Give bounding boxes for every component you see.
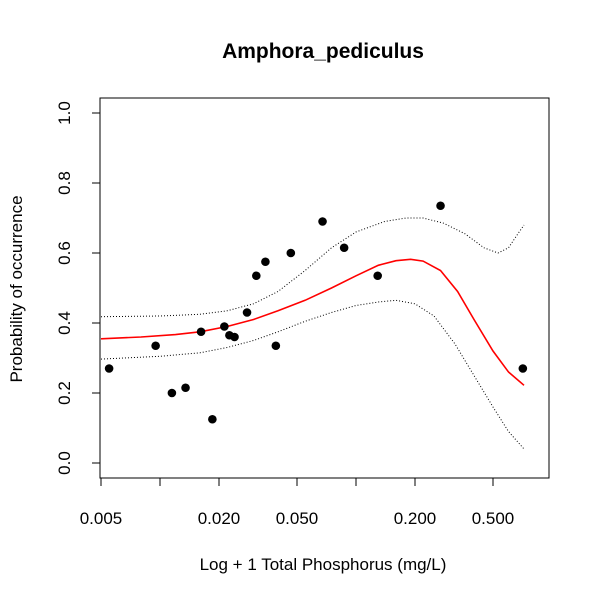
y-axis: 0.0 0.2 0.4 0.6 0.8 1.0: [55, 101, 101, 475]
data-point: [373, 271, 382, 281]
ci-upper-line: [100, 217, 525, 318]
x-tick-label: 0.500: [472, 509, 515, 528]
ci-lower-line: [100, 299, 525, 450]
data-point: [518, 364, 528, 373]
y-tick-label: 1.0: [55, 101, 74, 125]
data-point: [252, 271, 261, 281]
chart-title: Amphora_pediculus: [222, 40, 424, 63]
data-point: [151, 341, 160, 351]
data-point: [220, 322, 229, 331]
y-tick-label: 0.2: [55, 381, 74, 405]
x-tick-label: 0.020: [198, 509, 241, 528]
data-point: [167, 388, 177, 398]
data-point: [208, 414, 217, 424]
y-tick-label: 0.8: [55, 171, 74, 195]
data-point: [104, 364, 114, 373]
series-layer: [100, 217, 525, 450]
fit-line: [100, 258, 525, 386]
plot-frame: [99, 97, 550, 479]
x-tick-label: 0.200: [394, 509, 437, 528]
points-layer: [104, 201, 528, 424]
x-axis: 0.005 0.020 0.050 0.200 0.500: [80, 477, 515, 528]
x-tick-label: 0.050: [276, 509, 319, 528]
data-point: [339, 243, 349, 253]
data-point: [286, 248, 296, 258]
x-tick-label: 0.005: [80, 509, 123, 528]
y-tick-label: 0.6: [55, 241, 74, 265]
data-point: [318, 217, 327, 226]
y-tick-label: 0.0: [55, 451, 74, 475]
data-point: [181, 383, 190, 393]
y-axis-label: Probability of occurrence: [7, 195, 26, 382]
data-point: [230, 332, 239, 342]
data-point: [271, 341, 281, 351]
data-point: [242, 308, 252, 317]
data-point: [436, 201, 445, 211]
x-axis-label: Log + 1 Total Phosphorus (mg/L): [200, 555, 447, 574]
data-point: [261, 257, 270, 267]
y-tick-label: 0.4: [55, 311, 74, 335]
data-point: [196, 327, 206, 337]
